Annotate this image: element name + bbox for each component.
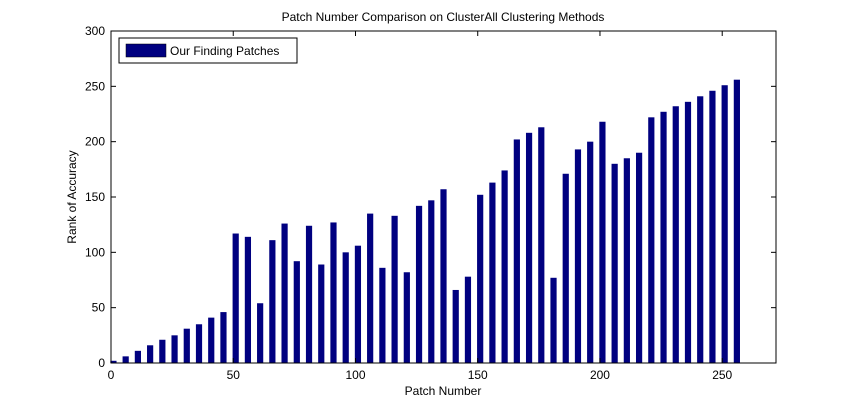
bar — [220, 312, 227, 363]
bar — [428, 200, 435, 363]
bar — [452, 289, 459, 363]
bar — [464, 276, 472, 363]
bar — [440, 189, 447, 363]
bar — [305, 225, 313, 363]
y-axis-ticks: 0 50 100 150 200 250 300 — [85, 24, 776, 370]
y-tick-label: 50 — [92, 301, 106, 315]
legend-swatch — [125, 43, 167, 58]
bar — [501, 170, 508, 363]
bar — [611, 163, 618, 363]
bar — [660, 111, 667, 363]
x-tick-label: 50 — [227, 368, 241, 382]
bar — [134, 350, 141, 363]
bar — [110, 360, 117, 363]
bar — [147, 345, 154, 363]
legend: Our Finding Patches — [118, 37, 298, 64]
bar — [330, 222, 337, 363]
bar — [623, 158, 630, 363]
y-tick-label: 100 — [85, 245, 105, 259]
bar — [733, 79, 740, 363]
bar — [232, 233, 239, 363]
bar — [415, 205, 423, 363]
bar — [281, 223, 288, 363]
bar — [269, 240, 276, 363]
bar — [709, 90, 716, 363]
x-tick-label: 200 — [590, 368, 610, 382]
bar — [257, 303, 264, 363]
bar — [477, 194, 484, 363]
bar — [171, 335, 178, 363]
bar — [244, 236, 252, 363]
bar — [342, 252, 349, 363]
bar — [293, 261, 300, 363]
chart-title: Patch Number Comparison on ClusterAll Cl… — [282, 10, 605, 24]
bar — [367, 213, 374, 363]
bar — [587, 141, 594, 363]
bar — [721, 85, 728, 363]
bar — [208, 317, 215, 363]
bar — [489, 182, 496, 363]
bar — [684, 101, 692, 363]
bar — [648, 117, 655, 363]
x-axis-label: Patch Number — [405, 384, 482, 398]
bar — [550, 277, 557, 363]
y-tick-label: 0 — [98, 356, 105, 370]
x-axis-ticks: 0 50 100 150 200 250 — [108, 31, 733, 382]
bar — [574, 149, 582, 363]
bar — [391, 215, 398, 363]
bar — [672, 106, 679, 363]
y-tick-label: 200 — [85, 135, 105, 149]
bar — [318, 264, 325, 363]
bar — [183, 328, 190, 363]
x-tick-label: 0 — [108, 368, 115, 382]
y-tick-label: 150 — [85, 190, 105, 204]
bar — [379, 267, 386, 363]
bar — [562, 173, 569, 363]
y-tick-label: 300 — [85, 24, 105, 38]
bar — [538, 127, 545, 363]
x-tick-label: 100 — [345, 368, 365, 382]
bars-group — [110, 79, 740, 363]
bar — [525, 132, 533, 363]
legend-label: Our Finding Patches — [170, 44, 279, 58]
bar — [513, 139, 520, 363]
y-axis-label: Rank of Accuracy — [65, 150, 79, 243]
y-tick-label: 250 — [85, 79, 105, 93]
bar — [354, 245, 362, 363]
bar — [697, 96, 704, 363]
x-tick-label: 150 — [468, 368, 488, 382]
bar — [195, 324, 203, 363]
bar — [159, 339, 166, 363]
bar — [599, 121, 606, 363]
bar — [403, 272, 410, 363]
x-tick-label: 250 — [712, 368, 732, 382]
bar — [635, 152, 643, 363]
bar — [122, 356, 129, 363]
